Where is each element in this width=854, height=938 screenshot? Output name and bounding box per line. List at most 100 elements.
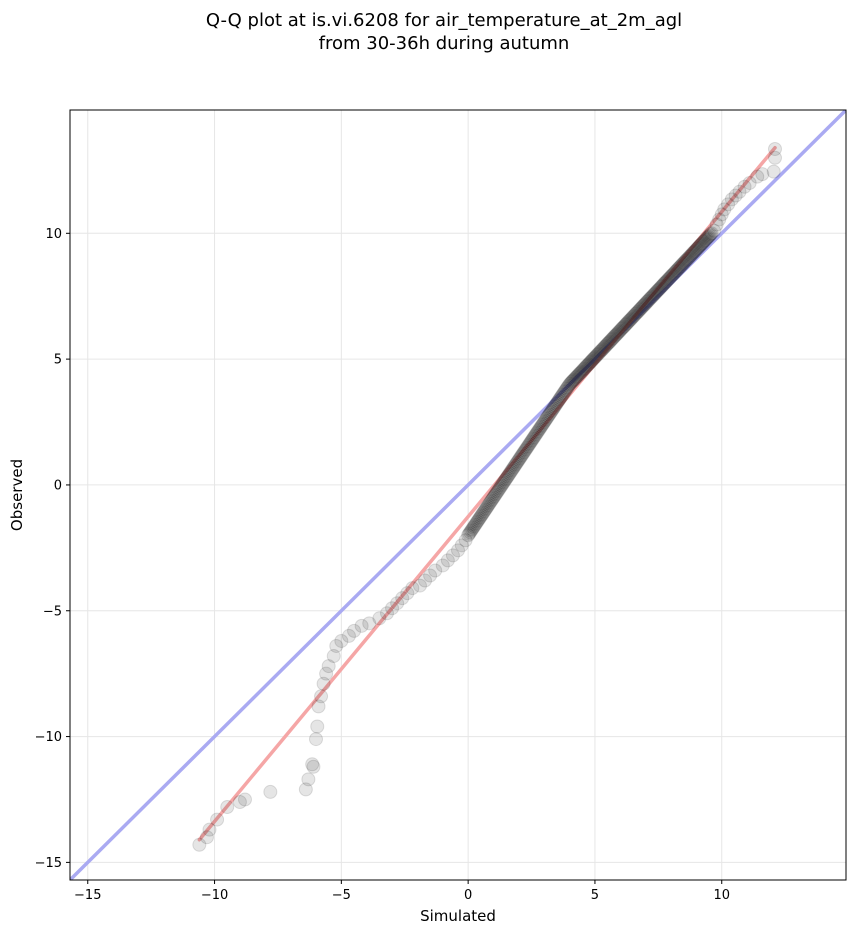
data-point [428, 563, 443, 578]
data-point [556, 386, 571, 401]
data-point [683, 248, 698, 263]
data-point [610, 326, 625, 341]
x-axis-ticks: −15 −10 −5 0 5 10 [74, 880, 730, 903]
data-point [543, 405, 558, 420]
data-point [518, 442, 533, 457]
data-point [533, 421, 548, 436]
data-point [641, 293, 656, 308]
data-point [418, 573, 433, 588]
data-point [497, 473, 512, 488]
data-point [435, 558, 450, 573]
data-point [767, 142, 782, 157]
data-point [552, 392, 567, 407]
data-point [461, 528, 476, 543]
data-point [454, 538, 469, 553]
data-point [712, 212, 727, 227]
data-point [301, 772, 316, 787]
data-point [652, 281, 667, 296]
data-point [519, 440, 534, 455]
data-point [642, 291, 657, 306]
data-point [695, 236, 710, 251]
data-point [624, 311, 639, 326]
data-point [379, 606, 394, 621]
data-point [463, 525, 478, 540]
data-point [542, 407, 557, 422]
data-point [678, 254, 693, 269]
data-point [480, 499, 495, 514]
data-point [667, 266, 682, 281]
data-point [616, 320, 631, 335]
data-point [362, 616, 377, 631]
data-point [321, 659, 336, 674]
y-axis-label: Observed [8, 459, 26, 531]
data-point [611, 325, 626, 340]
data-point [491, 482, 506, 497]
data-point [308, 732, 323, 747]
data-point [548, 398, 563, 413]
data-point [526, 431, 541, 446]
data-point [601, 336, 616, 351]
data-point [645, 288, 660, 303]
data-point [696, 234, 711, 249]
data-point [510, 454, 525, 469]
data-point [576, 362, 591, 377]
x-tick-label: 5 [591, 888, 599, 903]
data-point [702, 228, 717, 243]
data-point [553, 390, 568, 405]
data-point [210, 812, 225, 827]
data-point [583, 354, 598, 369]
data-point [668, 265, 683, 280]
data-point [478, 502, 493, 517]
data-point [614, 322, 629, 337]
grid-lines [70, 110, 846, 880]
data-point [665, 268, 680, 283]
data-point [496, 475, 511, 490]
data-point [674, 258, 689, 273]
data-point [638, 296, 653, 311]
data-point [633, 301, 648, 316]
y-tick-label: 5 [54, 353, 62, 368]
data-point [586, 351, 601, 366]
data-point [689, 242, 704, 257]
data-point [625, 310, 640, 325]
data-point [500, 469, 515, 484]
data-point [666, 267, 681, 282]
data-point [541, 408, 556, 423]
data-point [473, 510, 488, 525]
data-point [643, 290, 658, 305]
x-tick-label: −10 [201, 888, 228, 903]
y-tick-label: −5 [43, 604, 62, 619]
data-point [690, 241, 705, 256]
data-point [232, 794, 247, 809]
data-point [326, 649, 341, 664]
data-point [603, 334, 618, 349]
data-point [524, 434, 539, 449]
data-point [440, 553, 455, 568]
data-point [558, 383, 573, 398]
data-point [545, 402, 560, 417]
data-point [692, 239, 707, 254]
data-point [469, 516, 484, 531]
data-point [650, 283, 665, 298]
data-point [580, 357, 595, 372]
chart-title-line-2: from 30-36h during autumn [319, 33, 570, 54]
data-point [484, 493, 499, 508]
data-point [597, 340, 612, 355]
data-point [635, 299, 650, 314]
data-point [311, 699, 326, 714]
data-point [700, 230, 715, 245]
data-point [462, 526, 477, 541]
data-point [670, 263, 685, 278]
data-point [517, 443, 532, 458]
data-point [513, 449, 528, 464]
data-point [472, 511, 487, 526]
data-point [505, 461, 520, 476]
data-point [474, 508, 489, 523]
data-point [489, 485, 504, 500]
data-point [569, 369, 584, 384]
data-point [703, 227, 718, 242]
data-point [306, 759, 321, 774]
data-point [628, 307, 643, 322]
data-point [546, 401, 561, 416]
data-point [471, 513, 486, 528]
